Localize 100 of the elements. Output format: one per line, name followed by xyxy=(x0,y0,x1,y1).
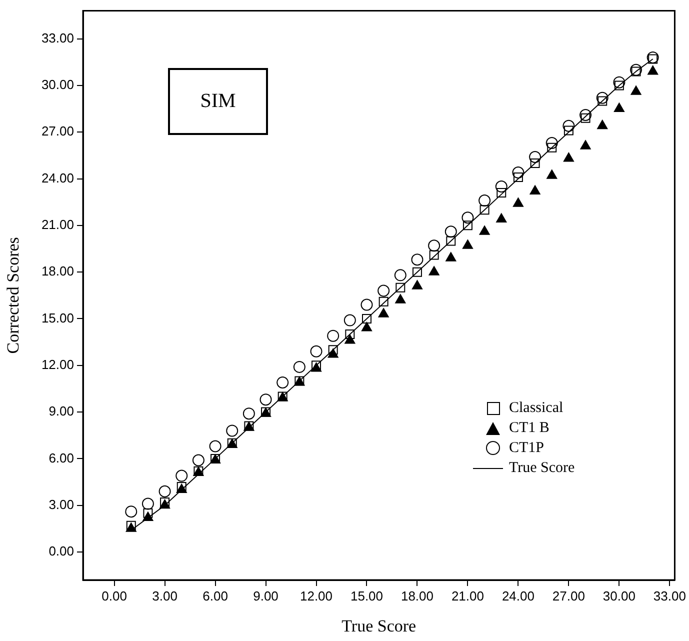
point xyxy=(328,348,338,358)
point xyxy=(648,54,658,64)
point xyxy=(360,298,373,311)
point xyxy=(546,170,558,179)
point xyxy=(562,120,575,132)
point xyxy=(395,294,406,304)
x-tick-label: 15.00 xyxy=(350,588,384,604)
x-tick-label: 12.00 xyxy=(300,588,333,604)
legend-label: True Score xyxy=(509,460,575,476)
point xyxy=(596,92,608,104)
point xyxy=(276,376,289,388)
annotation: SIM xyxy=(168,68,268,135)
point xyxy=(378,284,390,297)
point xyxy=(462,212,474,224)
x-tick-label: 21.00 xyxy=(451,588,484,604)
point xyxy=(446,236,456,246)
point xyxy=(226,424,238,437)
point xyxy=(176,470,188,482)
point xyxy=(444,226,457,238)
y-tick-label: 30.00 xyxy=(41,77,74,92)
point xyxy=(495,180,508,193)
point xyxy=(480,205,490,215)
point xyxy=(428,266,440,276)
point xyxy=(580,109,592,121)
y-tick-label: 21.00 xyxy=(41,216,74,232)
point xyxy=(630,86,642,95)
point xyxy=(327,330,340,342)
point xyxy=(614,80,624,90)
point xyxy=(496,213,507,222)
point xyxy=(192,454,204,466)
point xyxy=(158,485,171,498)
y-tick-label: 15.00 xyxy=(41,310,74,326)
legend-label: Classical xyxy=(509,400,564,416)
y-tick-label: 0.00 xyxy=(48,544,74,559)
point xyxy=(328,345,338,355)
x-tick-label: 33.00 xyxy=(653,588,686,604)
legend-label: CT1 B xyxy=(509,420,550,436)
point xyxy=(598,96,608,106)
y-tick-label: 3.00 xyxy=(48,496,74,512)
point xyxy=(496,188,506,198)
point xyxy=(529,150,542,163)
x-tick-label: 18.00 xyxy=(400,588,434,604)
point xyxy=(614,102,624,112)
point xyxy=(478,194,491,207)
point xyxy=(345,330,355,340)
point xyxy=(411,254,424,266)
point xyxy=(143,508,153,518)
point xyxy=(512,166,524,179)
point xyxy=(512,198,524,207)
x-axis-title: True Score xyxy=(342,616,416,636)
point xyxy=(580,140,591,150)
point xyxy=(310,345,322,358)
point xyxy=(394,269,406,282)
point xyxy=(631,66,641,76)
point xyxy=(546,136,558,149)
y-tick-label: 9.00 xyxy=(48,404,74,419)
y-tick-label: 6.00 xyxy=(48,450,74,466)
point xyxy=(513,172,523,182)
x-tick-label: 27.00 xyxy=(552,588,585,604)
legend-label: CT1P xyxy=(509,440,544,456)
point xyxy=(428,240,440,252)
point xyxy=(293,360,306,373)
x-tick-label: 30.00 xyxy=(602,588,636,604)
point xyxy=(613,76,626,88)
point xyxy=(597,120,608,130)
point xyxy=(563,152,574,162)
point xyxy=(530,185,540,194)
y-tick-label: 27.00 xyxy=(41,124,74,139)
point xyxy=(530,158,540,168)
x-tick-label: 0.00 xyxy=(102,588,127,604)
y-tick-label: 12.00 xyxy=(41,356,74,372)
point xyxy=(462,240,473,249)
point xyxy=(396,282,406,292)
point xyxy=(564,126,574,136)
point xyxy=(479,226,490,235)
point xyxy=(378,296,388,306)
point xyxy=(648,65,658,75)
y-tick-label: 18.00 xyxy=(41,264,74,279)
y-tick-label: 24.00 xyxy=(41,170,74,186)
point xyxy=(462,220,472,230)
x-tick-label: 3.00 xyxy=(152,588,178,604)
point xyxy=(209,440,222,452)
x-tick-label: 24.00 xyxy=(502,588,534,604)
y-axis-title: Corrected Scores xyxy=(4,237,23,354)
y-tick-label: 33.00 xyxy=(41,30,74,46)
x-tick-label: 9.00 xyxy=(253,588,278,604)
point xyxy=(344,334,356,344)
point xyxy=(242,408,255,420)
point xyxy=(260,394,272,406)
point xyxy=(362,314,372,324)
point xyxy=(646,51,659,64)
point xyxy=(446,252,456,262)
x-tick-label: 6.00 xyxy=(202,588,228,604)
point xyxy=(547,142,557,152)
point xyxy=(412,280,422,290)
point xyxy=(412,267,422,277)
point xyxy=(142,512,154,522)
point xyxy=(142,498,154,510)
point xyxy=(344,314,356,326)
point xyxy=(361,322,372,332)
